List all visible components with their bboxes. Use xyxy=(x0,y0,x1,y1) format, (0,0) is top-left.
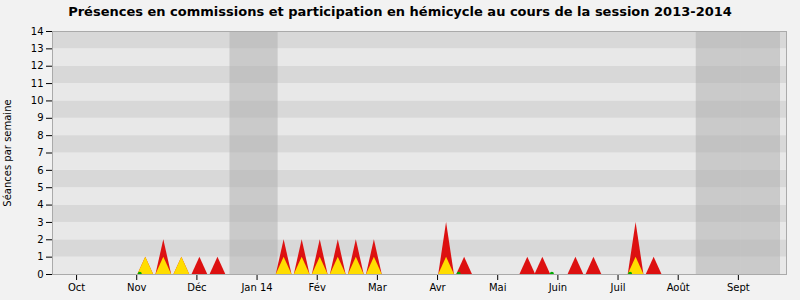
svg-text:0: 0 xyxy=(37,269,43,280)
svg-text:Août: Août xyxy=(667,282,690,293)
svg-text:1: 1 xyxy=(37,251,43,262)
svg-text:Mar: Mar xyxy=(368,282,388,293)
svg-text:11: 11 xyxy=(31,78,44,89)
svg-text:13: 13 xyxy=(31,43,44,54)
svg-text:7: 7 xyxy=(37,147,43,158)
svg-text:Fév: Fév xyxy=(309,282,326,293)
svg-text:Juil: Juil xyxy=(610,282,626,293)
svg-text:Juin: Juin xyxy=(548,282,567,293)
svg-text:Avr: Avr xyxy=(429,282,446,293)
svg-text:3: 3 xyxy=(37,217,43,228)
svg-text:Séances par semaine: Séances par semaine xyxy=(2,99,13,206)
svg-text:Sept: Sept xyxy=(727,282,750,293)
svg-text:Déc: Déc xyxy=(187,282,206,293)
html-text:Présences en commissions et pa: Présences en commissions et participatio… xyxy=(68,4,732,19)
svg-text:Mai: Mai xyxy=(489,282,507,293)
svg-text:Nov: Nov xyxy=(127,282,147,293)
svg-text:5: 5 xyxy=(37,182,43,193)
svg-text:Oct: Oct xyxy=(68,282,85,293)
svg-text:9: 9 xyxy=(37,112,43,123)
svg-text:2: 2 xyxy=(37,234,43,245)
svg-text:8: 8 xyxy=(37,130,43,141)
svg-text:12: 12 xyxy=(31,60,44,71)
svg-text:Jan 14: Jan 14 xyxy=(240,282,272,293)
svg-text:10: 10 xyxy=(31,95,44,106)
svg-text:14: 14 xyxy=(31,26,44,37)
svg-text:4: 4 xyxy=(37,199,43,210)
svg-text:6: 6 xyxy=(37,165,43,176)
